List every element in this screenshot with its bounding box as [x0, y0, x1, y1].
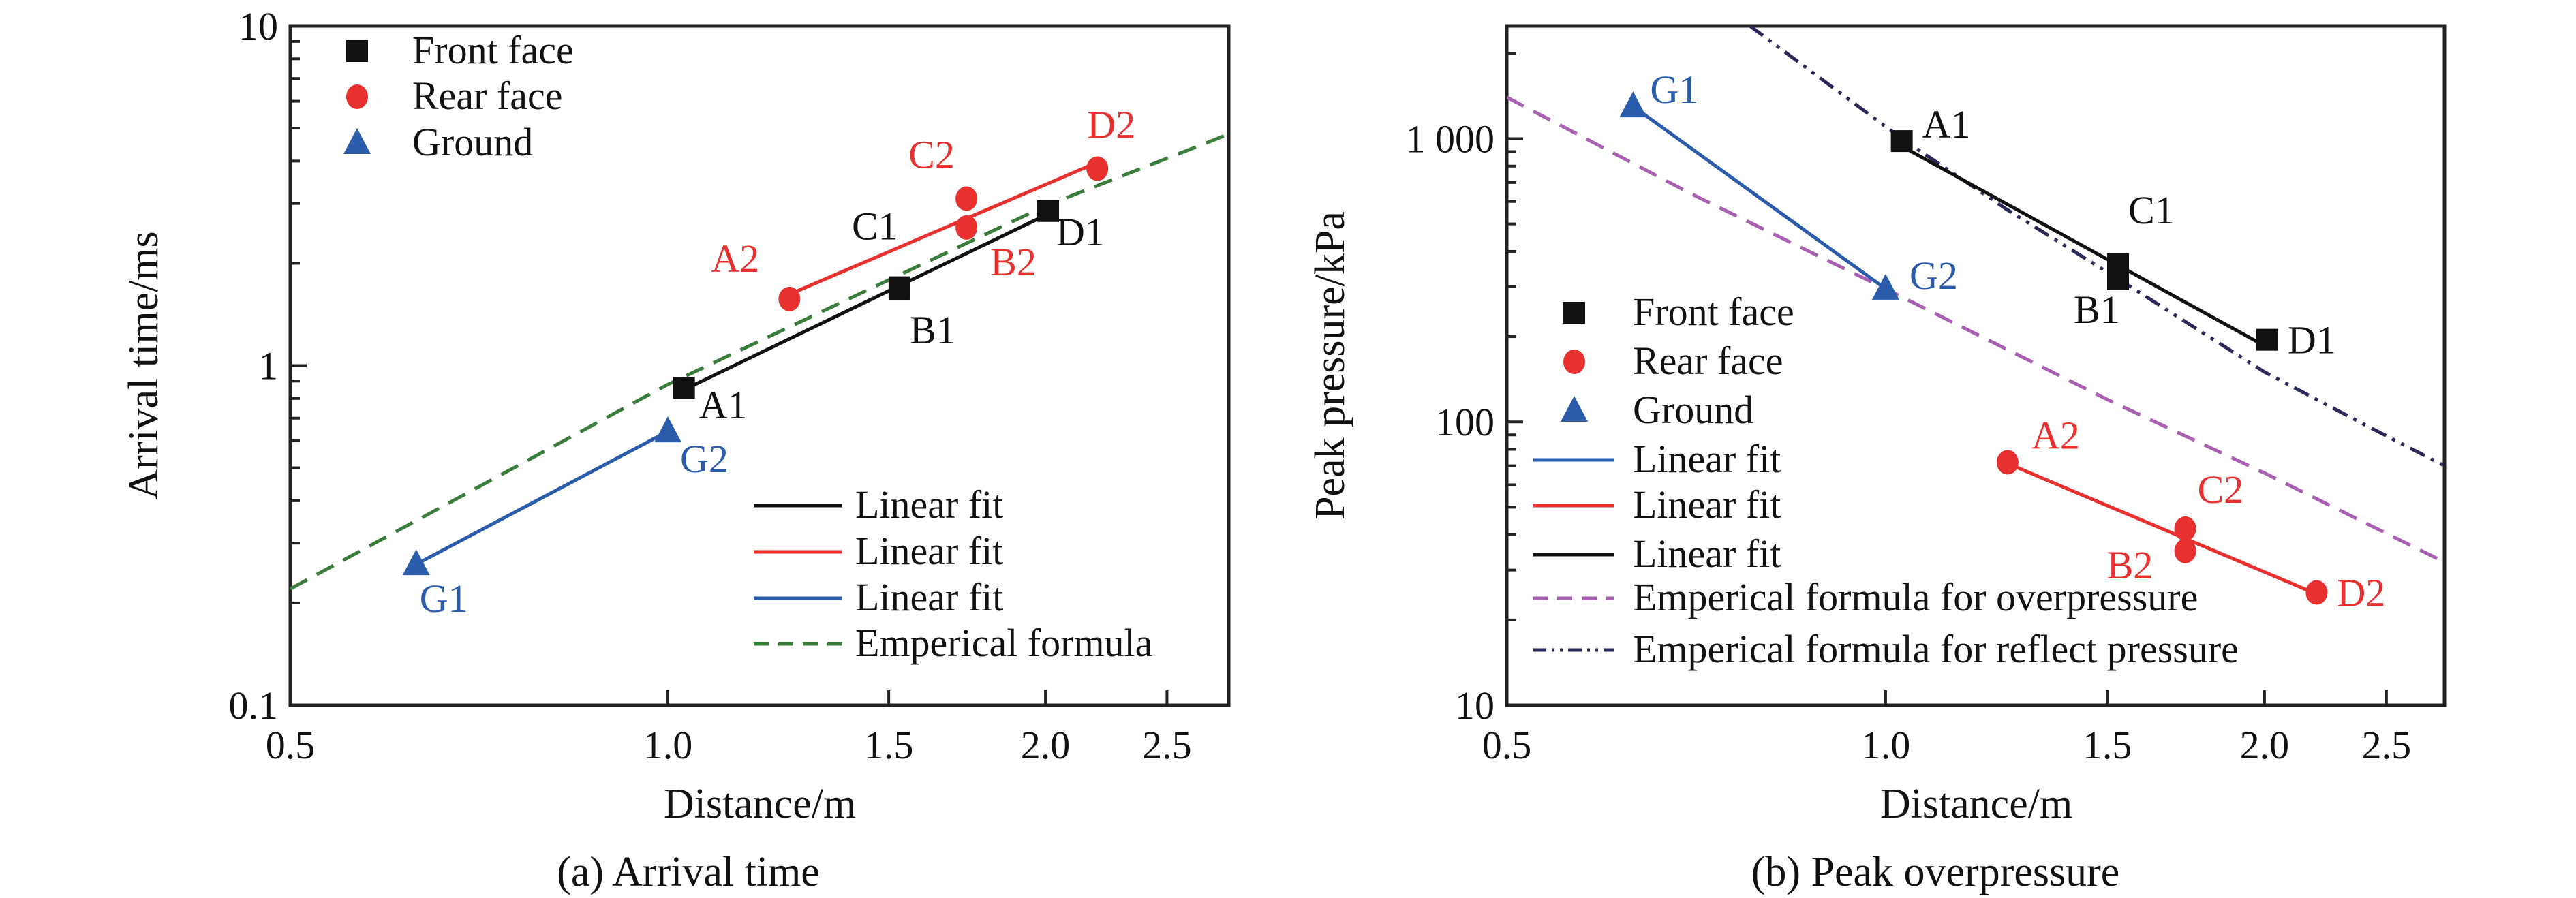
legend-marker-triangle [343, 128, 371, 154]
plot-area [290, 132, 1229, 591]
point-label: B1 [2074, 288, 2120, 332]
plot-frame [1505, 24, 2447, 707]
legend-marker-square [1563, 302, 1585, 324]
point-label: D1 [2288, 318, 2336, 362]
point-label: G1 [1650, 67, 1698, 112]
data-point-D2 [1086, 156, 1109, 181]
point-label: A2 [2031, 414, 2080, 458]
point-label: D2 [2337, 571, 2385, 615]
data-point-A1 [673, 377, 695, 399]
linear-fit-line [788, 161, 1099, 296]
legend-entry: Front face [412, 28, 574, 72]
y-tick-label: 1 000 [1406, 117, 1495, 161]
chart-panel-b: 0.5 1.0 1.5 2.0 2.5 10 100 1 000 Distance/m Peak … [1307, 24, 2447, 895]
legend-entry: Linear fit [1633, 531, 1781, 576]
data-point-B2 [2174, 538, 2196, 563]
x-tick-label: 0.5 [1482, 723, 1532, 767]
legend-entry: Emperical formula for overpressure [1633, 575, 2198, 619]
data-point-A1 [1890, 130, 1913, 153]
point-label: D1 [1056, 210, 1105, 254]
legend-entry: Ground [1633, 388, 1753, 432]
empirical-curve [1507, 95, 2444, 564]
legend-entry: Linear fit [855, 482, 1003, 527]
data-point-D1 [1037, 200, 1060, 222]
data-point-C2 [955, 186, 978, 211]
legend-marker-circle [346, 84, 368, 109]
x-tick-label: 2.5 [2362, 723, 2412, 767]
x-tick-label: 0.5 [266, 723, 316, 767]
point-label: B2 [990, 240, 1037, 284]
data-point-A2 [1996, 450, 2019, 475]
y-tick-label: 0.1 [229, 683, 279, 728]
x-tick-label: 1.0 [1861, 723, 1911, 767]
x-tick-label: 1.5 [2083, 723, 2132, 767]
legend-entry: Linear fit [855, 529, 1003, 573]
point-label: A1 [1922, 102, 1971, 146]
data-point-G1 [1619, 91, 1647, 118]
legend-entry: Emperical formula [855, 621, 1152, 665]
panel-caption: (a) Arrival time [557, 849, 820, 895]
data-point-C1 [2107, 253, 2130, 275]
legend-entry: Rear face [412, 74, 563, 118]
data-point-G1 [402, 549, 430, 576]
data-point-C2 [2174, 516, 2196, 541]
point-label: B2 [2107, 543, 2153, 587]
legend-marker-square [346, 40, 368, 62]
legend-entry: Rear face [1633, 339, 1783, 383]
data-point-A2 [778, 286, 801, 311]
data-point-D2 [2305, 580, 2328, 605]
legend-entry: Linear fit [855, 575, 1003, 619]
x-axis-label: Distance/m [664, 781, 856, 827]
x-axis-label: Distance/m [1880, 781, 2072, 827]
point-label: G2 [1910, 253, 1958, 298]
y-tick-label: 100 [1435, 400, 1494, 444]
y-tick-label: 10 [239, 4, 278, 48]
legend-entry: Front face [1633, 290, 1794, 334]
point-label: C1 [852, 204, 898, 249]
linear-fit-line [1631, 105, 1887, 290]
legend-entry: Ground [412, 120, 533, 164]
chart-panel-a: 0.5 1.0 1.5 2.0 2.5 0.1 1 10 Distance/m Arrival t… [121, 4, 1231, 895]
legend-entry: Emperical formula for reflect pressure [1633, 627, 2239, 671]
linear-fit-line [415, 429, 669, 566]
point-label: B1 [910, 308, 956, 352]
point-label: C2 [908, 133, 955, 177]
panel-caption: (b) Peak overpressure [1751, 849, 2120, 895]
x-tick-label: 1.0 [643, 723, 693, 767]
y-axis-label: Arrival time/ms [121, 231, 167, 499]
y-tick-label: 1 [258, 344, 278, 388]
data-point-D1 [2256, 328, 2278, 351]
y-tick-label: 10 [1455, 683, 1494, 728]
x-tick-label: 2.5 [1142, 723, 1192, 767]
linear-fit-line [683, 212, 1049, 392]
point-label: A1 [699, 383, 748, 427]
point-label: C1 [2128, 188, 2175, 232]
legend-marker-circle [1563, 350, 1585, 374]
x-tick-label: 2.0 [2240, 723, 2290, 767]
empirical-curve [1749, 26, 2444, 467]
data-point-C1 [888, 276, 910, 298]
point-label: G2 [680, 437, 729, 481]
data-point-B2 [955, 215, 978, 240]
legend-marker-triangle [1561, 396, 1588, 422]
legend-entry: Linear fit [1633, 482, 1781, 527]
linear-fit-line [1901, 144, 2269, 349]
x-tick-label: 2.0 [1021, 723, 1071, 767]
y-axis-label: Peak pressure/kPa [1307, 211, 1353, 520]
point-label: D2 [1087, 102, 1135, 146]
point-label: G1 [420, 576, 468, 621]
data-point-G2 [654, 416, 682, 443]
point-label: C2 [2198, 467, 2244, 512]
legend-entry: Linear fit [1633, 437, 1781, 481]
data-point-G2 [1871, 273, 1899, 300]
point-label: A2 [711, 236, 759, 281]
x-tick-label: 1.5 [864, 723, 914, 767]
empirical-curve [290, 132, 1229, 591]
linear-fit-line [2006, 461, 2318, 596]
